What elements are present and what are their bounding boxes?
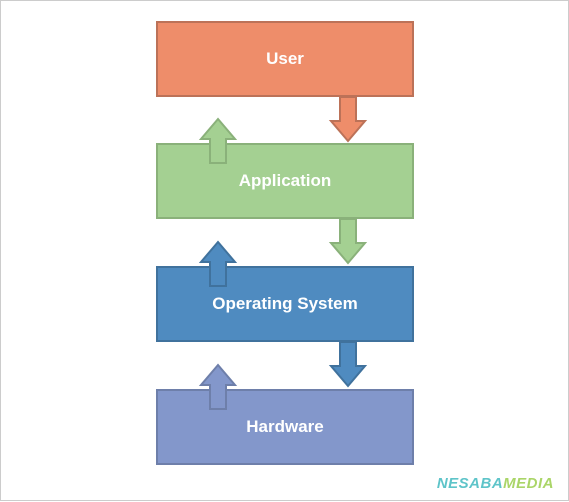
layer-box-application: Application	[156, 143, 414, 219]
watermark: NESABAMEDIA	[437, 475, 554, 492]
watermark-part2: MEDIA	[503, 475, 554, 492]
arrow-os-down	[331, 342, 365, 386]
watermark-part1: NESABA	[437, 475, 503, 492]
arrow-app-down	[331, 219, 365, 263]
layer-label: Application	[239, 171, 332, 191]
diagram-container: User Application Operating System Hardwa…	[1, 1, 568, 500]
arrow-user-down	[331, 97, 365, 141]
layer-box-hardware: Hardware	[156, 389, 414, 465]
layer-label: Hardware	[246, 417, 323, 437]
layer-label: User	[266, 49, 304, 69]
layer-label: Operating System	[212, 294, 358, 314]
layer-box-user: User	[156, 21, 414, 97]
layer-box-os: Operating System	[156, 266, 414, 342]
